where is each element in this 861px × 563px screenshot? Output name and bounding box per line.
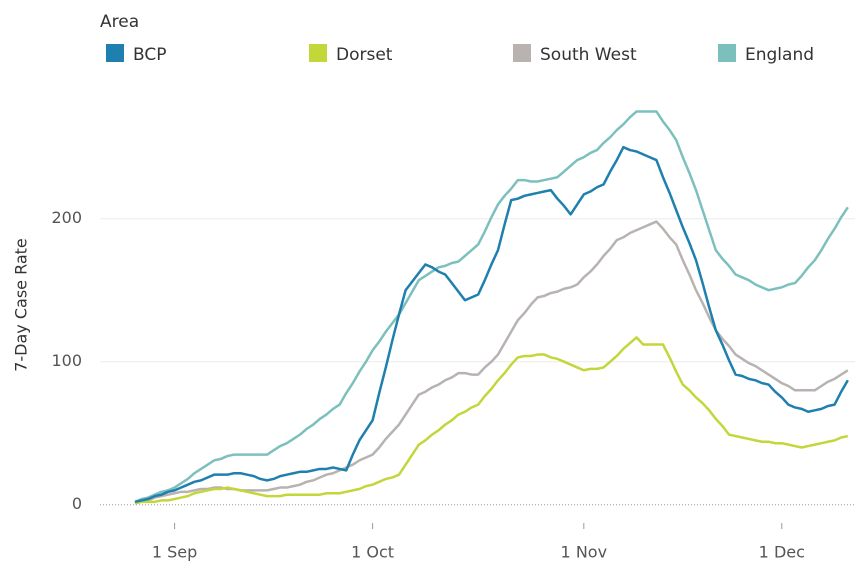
x-tick-label: 1 Sep (152, 543, 197, 562)
legend-label: Dorset (336, 45, 393, 65)
y-tick-label: 0 (72, 494, 82, 513)
legend-label: South West (540, 45, 637, 65)
legend-label: England (745, 45, 814, 65)
legend-swatch (106, 44, 124, 62)
legend-swatch (718, 44, 736, 62)
y-axis-label: 7-Day Case Rate (12, 238, 31, 372)
x-tick-label: 1 Dec (759, 543, 805, 562)
y-tick-label: 200 (51, 208, 82, 227)
legend-title: Area (100, 12, 139, 32)
series-line (134, 336, 849, 505)
legend-swatch (513, 44, 531, 62)
y-tick-label: 100 (51, 351, 82, 370)
series-line (134, 145, 849, 504)
x-tick-label: 1 Nov (561, 543, 608, 562)
x-tick-label: 1 Oct (351, 543, 394, 562)
series-line (134, 110, 849, 503)
legend-label: BCP (133, 45, 167, 65)
series-line (134, 220, 849, 505)
legend-swatch (309, 44, 327, 62)
